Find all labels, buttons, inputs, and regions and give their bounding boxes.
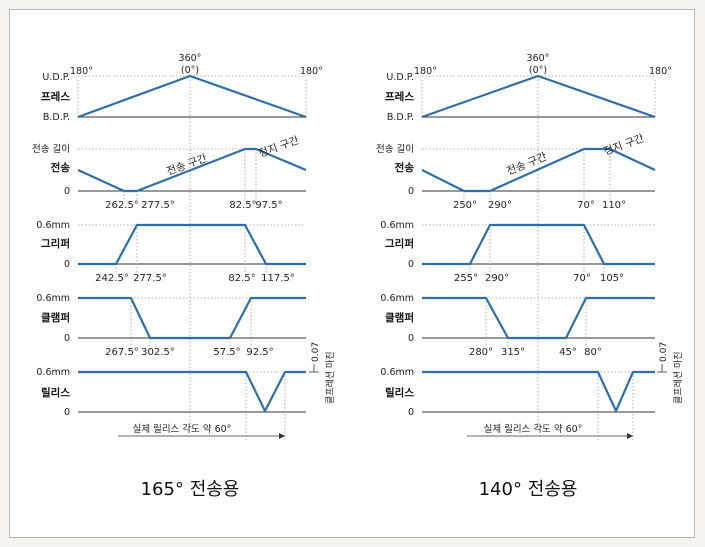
right-clamper-angle-3: 45° [559,347,577,358]
right-transfer-curve [421,147,656,193]
left-transfer-zero: 0 [64,186,70,197]
right-transfer-angle-1: 250° [453,200,477,211]
right-gripper-level: 0.6mm [380,220,414,231]
right-clamper-angle-1: 280° [469,347,493,358]
left-bdp-label: B.D.P. [43,112,70,123]
right-release-label: 릴리스 [385,386,414,399]
left-gripper-angle-2: 277.5° [133,273,167,284]
left-press-label: 프레스 [41,90,70,103]
right-transfer-label: 전송 [395,161,415,174]
left-gripper-angle-4: 117.5° [261,273,295,284]
right-transfer-length-label: 전송 길이 [376,143,414,155]
figure-frame [9,9,695,538]
right-press-label: 프레스 [385,90,414,103]
left-clamper-angle-2: 302.5° [141,347,175,358]
left-clamper-label: 클램퍼 [41,311,70,324]
left-gripper-curve [78,223,306,266]
right-actual-release-angle: 실제 릴리스 각도 약 60° [484,423,583,435]
right-gripper-zero: 0 [408,259,414,270]
left-gripper-level: 0.6mm [36,220,70,231]
right-caption: 140° 전송용 [479,479,578,500]
right-transfer-zero: 0 [408,186,414,197]
right-transfer-angle-3: 70° [577,200,595,211]
guide-lines [77,75,656,440]
right-gripper-angle-3: 70° [573,273,591,284]
left-margin-value: 0.07 [311,342,321,362]
left-gripper-angle-3: 82.5° [228,273,255,284]
left-release-curve [78,370,306,413]
right-release-level: 0.6mm [380,367,414,378]
left-margin-label: 클프레션 마진 [325,351,336,404]
motion-curves [77,74,656,413]
left-transfer-length-label: 전송 길이 [32,143,70,155]
right-gripper-label: 그리퍼 [385,237,414,250]
left-press-curve [77,74,307,119]
left-gripper-label: 그리퍼 [41,237,70,250]
left-zone-stop: 정지 구간 [257,134,301,160]
left-release-level: 0.6mm [36,367,70,378]
right-panel-labels: 180° 360° (0°) 180° U.D.P. 프레스 B.D.P. 전송… [376,53,684,500]
left-udp-label: U.D.P. [42,72,70,83]
right-angle-0: (0°) [529,65,547,76]
left-transfer-angle-3: 82.5° [229,200,256,211]
right-release-zero: 0 [408,407,414,418]
right-clamper-label: 클램퍼 [385,311,414,324]
left-clamper-angle-1: 267.5° [105,347,139,358]
left-actual-release-angle: 실제 릴리스 각도 약 60° [133,423,232,435]
left-gripper-zero: 0 [64,259,70,270]
right-zone-stop: 정지 구간 [602,132,646,158]
axis-lines [78,116,655,413]
right-gripper-angle-4: 105° [600,273,624,284]
dimension-marks [118,364,667,439]
left-clamper-zero: 0 [64,333,70,344]
left-angle-0: (0°) [181,65,199,76]
right-clamper-angle-4: 80° [584,347,602,358]
right-gripper-angle-1: 255° [454,273,478,284]
left-transfer-angle-1: 262.5° [105,200,139,211]
left-clamper-angle-4: 92.5° [246,347,273,358]
left-angle-180-left: 180° [70,66,93,77]
right-release-curve [422,370,655,413]
right-transfer-angle-2: 290° [488,200,512,211]
left-angle-360: 360° [179,53,202,64]
left-clamper-angle-3: 57.5° [213,347,240,358]
right-bdp-label: B.D.P. [387,112,414,123]
left-panel-labels: 180° 360° (0°) 180° U.D.P. 프레스 B.D.P. 전송… [32,53,336,500]
right-clamper-curve [422,296,655,340]
right-gripper-curve [422,223,655,266]
left-clamper-level: 0.6mm [36,293,70,304]
left-actual-arrowhead [279,433,285,439]
right-angle-360: 360° [527,53,550,64]
left-zone-move: 전송 구간 [165,152,209,178]
left-transfer-curve [77,147,307,193]
left-clamper-curve [78,296,306,340]
right-press-curve [421,74,656,119]
left-transfer-angle-4: 97.5° [255,200,282,211]
left-caption: 165° 전송용 [141,479,240,500]
right-transfer-angle-4: 110° [602,200,626,211]
right-udp-label: U.D.P. [386,72,414,83]
right-angle-180-left: 180° [414,66,437,77]
right-margin-label: 클프레션 마진 [673,351,684,404]
left-transfer-label: 전송 [51,161,71,174]
left-release-label: 릴리스 [41,386,70,399]
right-clamper-zero: 0 [408,333,414,344]
left-transfer-angle-2: 277.5° [141,200,175,211]
left-gripper-angle-1: 242.5° [95,273,129,284]
right-actual-arrowhead [627,433,633,439]
right-margin-value: 0.07 [659,342,669,362]
left-angle-180-right: 180° [300,66,323,77]
left-release-zero: 0 [64,407,70,418]
right-clamper-angle-2: 315° [501,347,525,358]
right-gripper-angle-2: 290° [485,273,509,284]
right-angle-180-right: 180° [649,66,672,77]
right-clamper-level: 0.6mm [380,293,414,304]
